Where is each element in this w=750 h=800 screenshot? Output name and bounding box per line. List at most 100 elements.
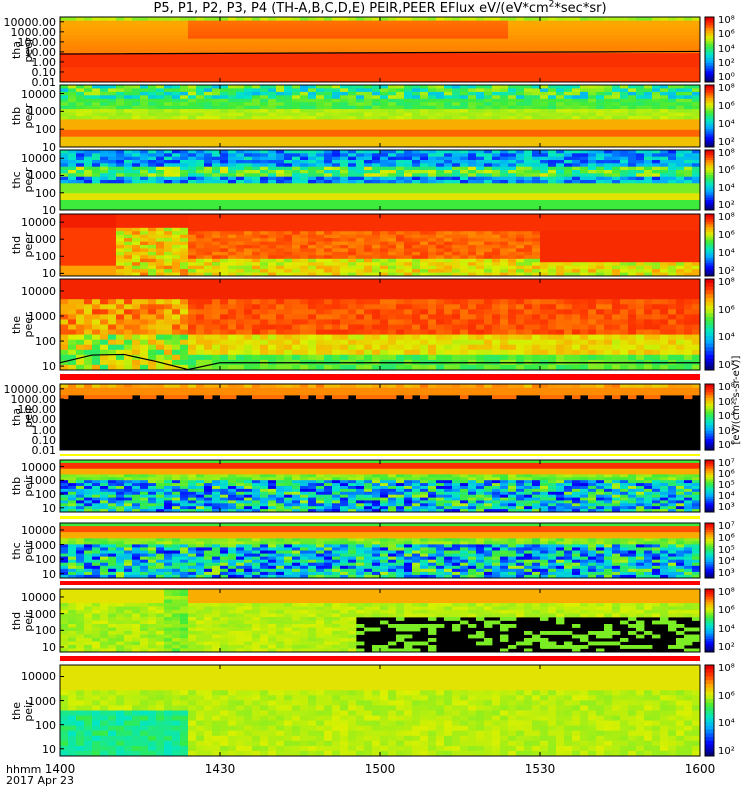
colorbar-thc-peir	[704, 522, 715, 579]
y-tick-label: 10000	[21, 152, 56, 166]
y-tick-label: 0.01	[31, 444, 57, 457]
y-tick-label: 10000	[21, 670, 56, 684]
colorbar-tick-label: 10³	[718, 568, 735, 579]
y-tick-label: 100	[35, 335, 56, 349]
y-tick-label: 10.00	[24, 45, 57, 59]
y-tick-label: 1000	[28, 105, 56, 119]
y-tick-label: 10000.00	[3, 15, 57, 29]
y-tick-label: 10	[42, 267, 56, 281]
colorbar-thb-peer	[704, 84, 715, 148]
y-tick-label: 100	[35, 250, 56, 264]
flag-bar	[60, 581, 700, 585]
colorbar-tick-label: 10⁸	[718, 277, 735, 288]
colorbar-tha-peer	[704, 16, 715, 83]
y-tick-label: 10.00	[24, 413, 57, 427]
y-tick-label: 10	[42, 640, 56, 654]
colorbar-tick-label: 10⁴	[718, 119, 735, 130]
colorbar-tha-peir	[704, 383, 715, 451]
panel-the-peer	[59, 278, 701, 371]
y-tick-label: 10	[42, 501, 56, 515]
colorbar-tick-label: 10²	[718, 425, 735, 437]
panel-thd-peir	[59, 588, 701, 653]
y-tick-label: 1000	[28, 607, 56, 621]
y-tick-label: 100	[35, 624, 56, 638]
colorbar-tick-label: 10⁶	[718, 304, 735, 316]
x-tick-label: 1430	[204, 762, 236, 776]
colorbar-tick-label: 10³	[718, 502, 735, 513]
colorbar-tick-label: 10⁵	[718, 480, 735, 491]
chart-title: P5, P1, P2, P3, P4 (TH-A,B,C,D,E) PEIR,P…	[153, 0, 607, 16]
y-tick-label: 10	[42, 567, 56, 581]
colorbar-tick-label: 10⁴	[718, 556, 735, 568]
colorbar-tick-label: 10⁷	[718, 521, 735, 532]
y-tick-label: 100	[35, 488, 56, 502]
colorbar-tick-label: 10⁶	[718, 690, 735, 702]
colorbar-tick-label: 10⁸	[718, 83, 735, 94]
panel-thc-peir	[59, 522, 701, 579]
y-tick-label: 10	[42, 204, 56, 217]
panel-tha-peer	[59, 16, 701, 83]
colorbar-the-peir	[704, 664, 715, 757]
panel-thb-peir	[59, 459, 701, 513]
y-tick-label: 100	[35, 186, 56, 200]
x-tick-label: 1400	[44, 762, 76, 776]
date-label: 2017 Apr 23	[6, 774, 75, 787]
colorbar-tick-label: 10⁸	[718, 382, 735, 393]
y-tick-label: 1000	[28, 694, 56, 708]
x-tick-label: 1600	[684, 762, 716, 776]
x-tick-label: 1500	[364, 762, 396, 776]
colorbar-thb-peir	[704, 459, 715, 513]
colorbar-tick-label: 10⁶	[718, 469, 735, 480]
panel-tha-peir	[59, 383, 701, 451]
panel-thb-peer	[59, 84, 701, 148]
colorbar-tick-label: 10²	[718, 266, 735, 277]
colorbar-tick-label: 10⁴	[718, 332, 735, 344]
colorbar-tick-label: 10⁸	[718, 148, 735, 159]
colorbar-tick-label: 10⁸	[718, 15, 735, 26]
colorbar-tick-label: 10⁶	[718, 605, 735, 617]
y-tick-label: 10	[42, 141, 56, 154]
colorbar-tick-label: 10⁴	[718, 248, 735, 259]
y-tick-label: 0.10	[31, 433, 57, 447]
y-tick-label: 1000	[28, 538, 56, 552]
y-tick-label: 10	[42, 742, 56, 756]
y-tick-label: 100.00	[17, 35, 57, 49]
colorbar-the-peer	[704, 278, 715, 371]
y-tick-label: 1.00	[31, 423, 57, 437]
colorbar-tick-label: 10⁸	[718, 587, 735, 598]
colorbar-tick-label: 10⁶	[718, 101, 735, 112]
colorbar-tick-label: 10⁷	[718, 458, 735, 469]
x-tick-label: 1530	[524, 762, 556, 776]
panel-thc-peer	[59, 149, 701, 211]
flag-bar	[60, 374, 700, 380]
colorbar-tick-label: 10⁴	[718, 623, 735, 635]
y-tick-label: 100	[35, 718, 56, 732]
y-tick-label: 10000	[21, 590, 56, 604]
colorbar-tick-label: 10⁴	[718, 718, 735, 730]
panel-the-peir	[59, 664, 701, 757]
colorbar-tick-label: 10⁴	[718, 182, 735, 194]
panel-thd-peer	[59, 213, 701, 277]
colorbar-thd-peir	[704, 588, 715, 653]
colorbar-tick-label: 10²	[718, 200, 735, 211]
y-tick-label: 1000	[28, 474, 56, 488]
flag-bar	[60, 656, 700, 661]
y-tick-label: 10000	[21, 523, 56, 537]
y-tick-label: 10	[42, 360, 56, 374]
flag-bar	[60, 454, 700, 456]
colorbar-label: [eV/(cm²-s-sr-eV)]	[731, 355, 742, 445]
y-tick-label: 0.10	[31, 65, 57, 79]
flag-bar	[60, 516, 700, 519]
colorbar-tick-label: 10⁶	[718, 165, 735, 177]
colorbar-tick-label: 10²	[718, 746, 735, 757]
y-tick-label: 1000	[28, 233, 56, 247]
y-tick-label: 10000	[21, 284, 56, 298]
colorbar-tick-label: 10⁰	[718, 72, 735, 83]
y-tick-label: 1.00	[31, 55, 57, 69]
colorbar-tick-label: 10⁴	[718, 491, 735, 502]
time-axis-label: hhmm	[6, 763, 42, 776]
y-tick-label: 1000.00	[10, 25, 57, 39]
y-tick-label: 100	[35, 123, 56, 137]
colorbar-tick-label: 10⁶	[718, 532, 735, 544]
y-tick-label: 10000	[21, 216, 56, 230]
